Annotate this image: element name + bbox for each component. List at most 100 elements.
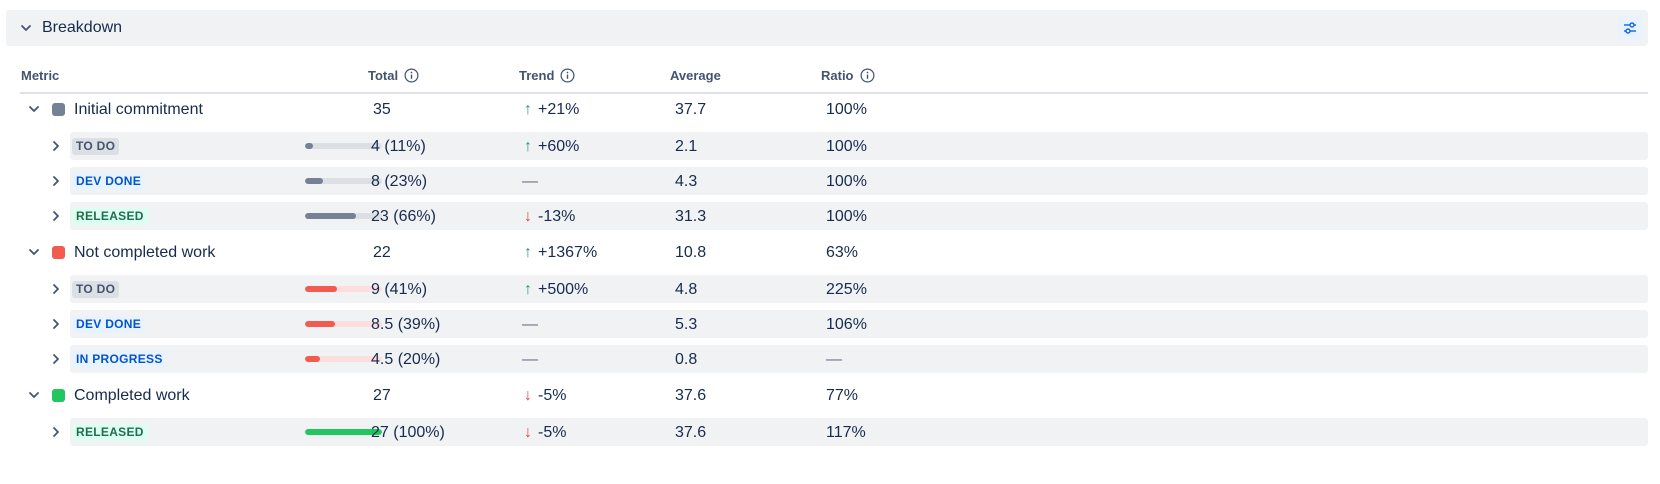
chevron-right-icon[interactable]	[48, 173, 64, 189]
trend-value: +1367%	[538, 244, 598, 261]
chevron-right-icon[interactable]	[48, 208, 64, 224]
trend-cell: ↑ +1367%	[522, 244, 597, 262]
ratio-value: 106%	[826, 316, 867, 333]
status-lozenge: TO DO	[72, 281, 120, 298]
sliders-button[interactable]	[1618, 16, 1642, 40]
chevron-down-icon[interactable]	[18, 20, 34, 36]
chevron-right-icon[interactable]	[48, 351, 64, 367]
chevron-right-icon[interactable]	[48, 424, 64, 440]
status-lozenge: RELEASED	[72, 208, 148, 225]
average-value: 37.6	[675, 424, 707, 441]
status-row[interactable]: IN PROGRESS 4.5 (20%) — 0.8 —	[20, 345, 1648, 373]
total-value: 4.5 (20%)	[371, 351, 441, 368]
ratio-value: —	[826, 351, 842, 368]
progress-bar-fill	[305, 178, 323, 184]
chevron-right-icon[interactable]	[48, 281, 64, 297]
status-row[interactable]: TO DO 9 (41%) ↑ +500% 4.8 225%	[20, 275, 1648, 303]
column-label: Total	[368, 68, 399, 83]
total-value: 23 (66%)	[371, 208, 436, 225]
arrow-down-icon: ↓	[524, 208, 532, 225]
column-header-trend[interactable]: Trend	[519, 68, 575, 83]
ratio-value: 100%	[826, 208, 867, 225]
trend-value: —	[522, 351, 538, 368]
chevron-down-icon[interactable]	[26, 387, 42, 403]
average-value: 4.3	[675, 173, 698, 190]
total-value: 8 (23%)	[371, 173, 428, 190]
arrow-up-icon: ↑	[524, 101, 532, 118]
progress-bar-fill	[305, 429, 382, 435]
status-row[interactable]: DEV DONE 8.5 (39%) — 5.3 106%	[20, 310, 1648, 338]
column-header-total[interactable]: Total	[368, 68, 419, 83]
average-value: 10.8	[675, 244, 707, 261]
status-lozenge: DEV DONE	[72, 316, 146, 333]
arrow-down-icon: ↓	[524, 424, 532, 441]
ratio-value: 100%	[826, 101, 867, 118]
trend-cell: ↓ -5%	[522, 387, 566, 405]
trend-value: —	[522, 173, 538, 190]
trend-value: -5%	[538, 424, 567, 441]
progress-bar-fill	[305, 286, 337, 292]
group-row[interactable]: Initial commitment 35 ↑ +21% 37.7 100%	[20, 95, 1648, 123]
trend-cell: ↑ +60%	[522, 138, 579, 156]
trend-cell: ↓ -13%	[522, 208, 575, 226]
status-row[interactable]: DEV DONE 8 (23%) — 4.3 100%	[20, 167, 1648, 195]
total-value: 9 (41%)	[371, 281, 428, 298]
arrow-down-icon: ↓	[524, 387, 532, 404]
trend-cell: ↑ +21%	[522, 101, 579, 119]
average-value: 31.3	[675, 208, 707, 225]
chevron-right-icon[interactable]	[48, 138, 64, 154]
arrow-up-icon: ↑	[524, 281, 532, 298]
breakdown-header[interactable]: Breakdown	[6, 10, 1648, 46]
column-label: Ratio	[821, 68, 854, 83]
info-icon[interactable]	[404, 68, 419, 83]
column-label: Average	[670, 68, 721, 83]
column-header-average[interactable]: Average	[670, 68, 721, 83]
column-header-ratio[interactable]: Ratio	[821, 68, 875, 83]
ratio-value: 117%	[826, 424, 866, 441]
average-value: 5.3	[675, 316, 698, 333]
trend-value: +21%	[538, 101, 580, 118]
total-value: 8.5 (39%)	[371, 316, 441, 333]
ratio-value: 100%	[826, 173, 867, 190]
progress-bar	[305, 213, 382, 219]
total-value: 22	[373, 244, 391, 261]
total-value: 35	[373, 101, 391, 118]
column-label: Trend	[519, 68, 555, 83]
status-row[interactable]: TO DO 4 (11%) ↑ +60% 2.1 100%	[20, 132, 1648, 160]
chevron-right-icon[interactable]	[48, 316, 64, 332]
trend-cell: ↓ -5%	[522, 424, 566, 442]
average-value: 0.8	[675, 351, 698, 368]
ratio-value: 225%	[826, 281, 867, 298]
trend-value: —	[522, 316, 538, 333]
status-lozenge: RELEASED	[72, 424, 148, 441]
info-icon[interactable]	[860, 68, 875, 83]
panel-title: Breakdown	[42, 19, 123, 36]
color-swatch	[52, 389, 65, 402]
chevron-down-icon[interactable]	[26, 244, 42, 260]
header-divider	[20, 92, 1648, 94]
status-lozenge: TO DO	[72, 138, 120, 155]
group-row[interactable]: Not completed work 22 ↑ +1367% 10.8 63%	[20, 238, 1648, 266]
trend-value: +500%	[538, 281, 589, 298]
trend-cell: —	[522, 316, 538, 334]
total-value: 27	[373, 387, 391, 404]
ratio-value: 77%	[826, 387, 859, 404]
arrow-up-icon: ↑	[524, 244, 532, 261]
trend-cell: ↑ +500%	[522, 281, 588, 299]
status-row[interactable]: RELEASED 23 (66%) ↓ -13% 31.3 100%	[20, 202, 1648, 230]
column-label: Metric	[21, 68, 60, 83]
trend-value: -13%	[538, 208, 576, 225]
progress-bar	[305, 286, 382, 292]
color-swatch	[52, 103, 65, 116]
progress-bar-fill	[305, 143, 314, 149]
color-swatch	[52, 246, 65, 259]
column-header-metric[interactable]: Metric	[21, 68, 59, 83]
info-icon[interactable]	[560, 68, 575, 83]
chevron-down-icon[interactable]	[26, 101, 42, 117]
group-row[interactable]: Completed work 27 ↓ -5% 37.6 77%	[20, 381, 1648, 409]
total-value: 27 (100%)	[371, 424, 445, 441]
progress-bar	[305, 178, 382, 184]
status-lozenge: DEV DONE	[72, 173, 146, 190]
progress-bar	[305, 143, 382, 149]
status-row[interactable]: RELEASED 27 (100%) ↓ -5% 37.6 117%	[20, 418, 1648, 446]
